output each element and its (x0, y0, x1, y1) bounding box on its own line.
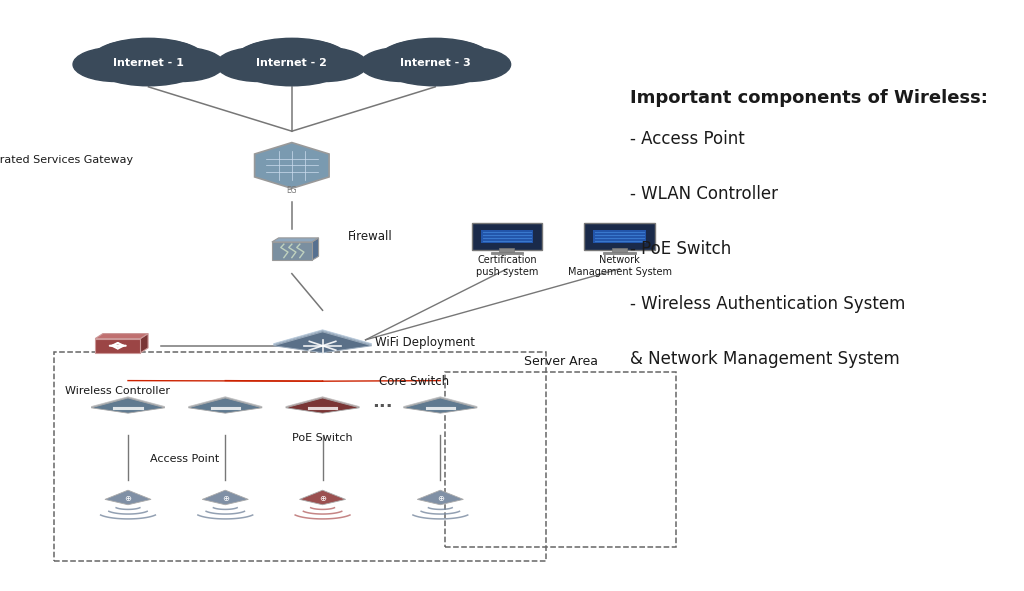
Polygon shape (286, 397, 359, 412)
Text: Network
Management System: Network Management System (567, 255, 672, 277)
FancyBboxPatch shape (584, 223, 655, 249)
Ellipse shape (376, 38, 495, 86)
Text: Important components of Wireless:: Important components of Wireless: (630, 89, 987, 106)
Ellipse shape (232, 38, 351, 86)
FancyBboxPatch shape (594, 230, 646, 243)
Text: - WLAN Controller: - WLAN Controller (630, 185, 778, 203)
Ellipse shape (359, 47, 445, 82)
Ellipse shape (399, 56, 471, 85)
FancyBboxPatch shape (481, 230, 534, 243)
Text: Internet - 2: Internet - 2 (256, 59, 328, 68)
FancyBboxPatch shape (612, 248, 627, 253)
Polygon shape (91, 398, 165, 413)
Text: Certification
push system: Certification push system (476, 255, 538, 277)
Polygon shape (273, 332, 372, 353)
Text: Firewall: Firewall (348, 230, 393, 243)
Polygon shape (286, 398, 359, 413)
Polygon shape (105, 490, 152, 505)
Polygon shape (95, 333, 148, 339)
FancyBboxPatch shape (471, 223, 543, 249)
Polygon shape (255, 142, 329, 189)
Polygon shape (273, 330, 372, 350)
Text: Internet - 3: Internet - 3 (399, 59, 471, 68)
Text: ⊕: ⊕ (437, 493, 443, 503)
Ellipse shape (242, 41, 312, 69)
Text: - PoE Switch: - PoE Switch (630, 240, 731, 258)
Text: PoE Switch: PoE Switch (292, 433, 353, 443)
Polygon shape (403, 398, 477, 413)
Ellipse shape (89, 38, 208, 86)
Polygon shape (403, 397, 477, 413)
Polygon shape (188, 397, 262, 412)
Ellipse shape (415, 41, 485, 69)
Polygon shape (188, 397, 262, 413)
Text: Integrated Services Gateway: Integrated Services Gateway (0, 155, 133, 164)
Polygon shape (286, 397, 359, 413)
FancyBboxPatch shape (490, 252, 523, 254)
Polygon shape (91, 397, 165, 412)
Text: Access Point: Access Point (150, 454, 219, 464)
Text: Internet - 1: Internet - 1 (113, 59, 184, 68)
Ellipse shape (425, 47, 511, 82)
FancyBboxPatch shape (500, 248, 514, 253)
Ellipse shape (282, 47, 368, 82)
Text: EG: EG (287, 186, 297, 195)
Ellipse shape (271, 41, 342, 69)
Text: Server Area: Server Area (523, 355, 598, 368)
FancyBboxPatch shape (95, 339, 140, 353)
Text: ⊕: ⊕ (125, 493, 131, 503)
Polygon shape (188, 398, 262, 413)
Text: ...: ... (372, 393, 392, 411)
Polygon shape (299, 490, 346, 505)
FancyBboxPatch shape (271, 242, 311, 261)
Text: - Wireless Authentication System: - Wireless Authentication System (630, 295, 905, 313)
Ellipse shape (98, 41, 169, 69)
Text: WiFi Deployment: WiFi Deployment (375, 336, 475, 349)
Text: Wireless Controller: Wireless Controller (66, 386, 170, 396)
Ellipse shape (73, 47, 159, 82)
Ellipse shape (216, 47, 302, 82)
Text: & Network Management System: & Network Management System (630, 350, 899, 368)
Ellipse shape (385, 41, 456, 69)
Ellipse shape (113, 56, 184, 85)
Polygon shape (271, 238, 318, 242)
Text: Core Switch: Core Switch (379, 375, 449, 388)
Ellipse shape (256, 56, 328, 85)
Polygon shape (273, 331, 372, 352)
Polygon shape (311, 238, 318, 261)
Text: - Access Point: - Access Point (630, 130, 744, 148)
FancyBboxPatch shape (603, 252, 636, 254)
Polygon shape (140, 333, 148, 353)
Polygon shape (403, 397, 477, 412)
Ellipse shape (138, 47, 224, 82)
Text: ⊕: ⊕ (222, 493, 228, 503)
Ellipse shape (128, 41, 199, 69)
Polygon shape (203, 490, 248, 505)
Polygon shape (418, 490, 463, 505)
Text: ⊕: ⊕ (319, 493, 326, 503)
Polygon shape (91, 397, 165, 413)
